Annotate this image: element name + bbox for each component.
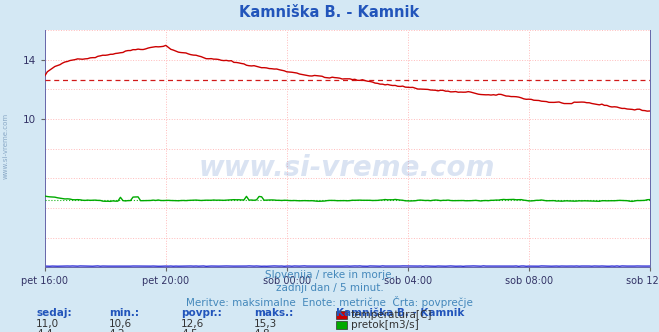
Text: 15,3: 15,3 xyxy=(254,319,277,329)
Text: temperatura[C]: temperatura[C] xyxy=(351,310,432,320)
Text: Slovenija / reke in morje.: Slovenija / reke in morje. xyxy=(264,270,395,280)
Text: Kamniška B. - Kamnik: Kamniška B. - Kamnik xyxy=(239,5,420,20)
Text: zadnji dan / 5 minut.: zadnji dan / 5 minut. xyxy=(275,283,384,293)
Text: 4,4: 4,4 xyxy=(36,329,53,332)
Text: 4,2: 4,2 xyxy=(109,329,125,332)
Text: www.si-vreme.com: www.si-vreme.com xyxy=(199,154,496,182)
Text: 11,0: 11,0 xyxy=(36,319,59,329)
Text: sedaj:: sedaj: xyxy=(36,308,72,318)
Text: min.:: min.: xyxy=(109,308,139,318)
Text: Meritve: maksimalne  Enote: metrične  Črta: povprečje: Meritve: maksimalne Enote: metrične Črta… xyxy=(186,296,473,308)
Text: 4,8: 4,8 xyxy=(254,329,270,332)
Text: 12,6: 12,6 xyxy=(181,319,204,329)
Text: Kamniška B. - Kamnik: Kamniška B. - Kamnik xyxy=(336,308,465,318)
Text: 4,5: 4,5 xyxy=(181,329,198,332)
Text: www.si-vreme.com: www.si-vreme.com xyxy=(2,113,9,179)
Text: maks.:: maks.: xyxy=(254,308,293,318)
Text: povpr.:: povpr.: xyxy=(181,308,222,318)
Text: pretok[m3/s]: pretok[m3/s] xyxy=(351,320,418,330)
Text: 10,6: 10,6 xyxy=(109,319,132,329)
